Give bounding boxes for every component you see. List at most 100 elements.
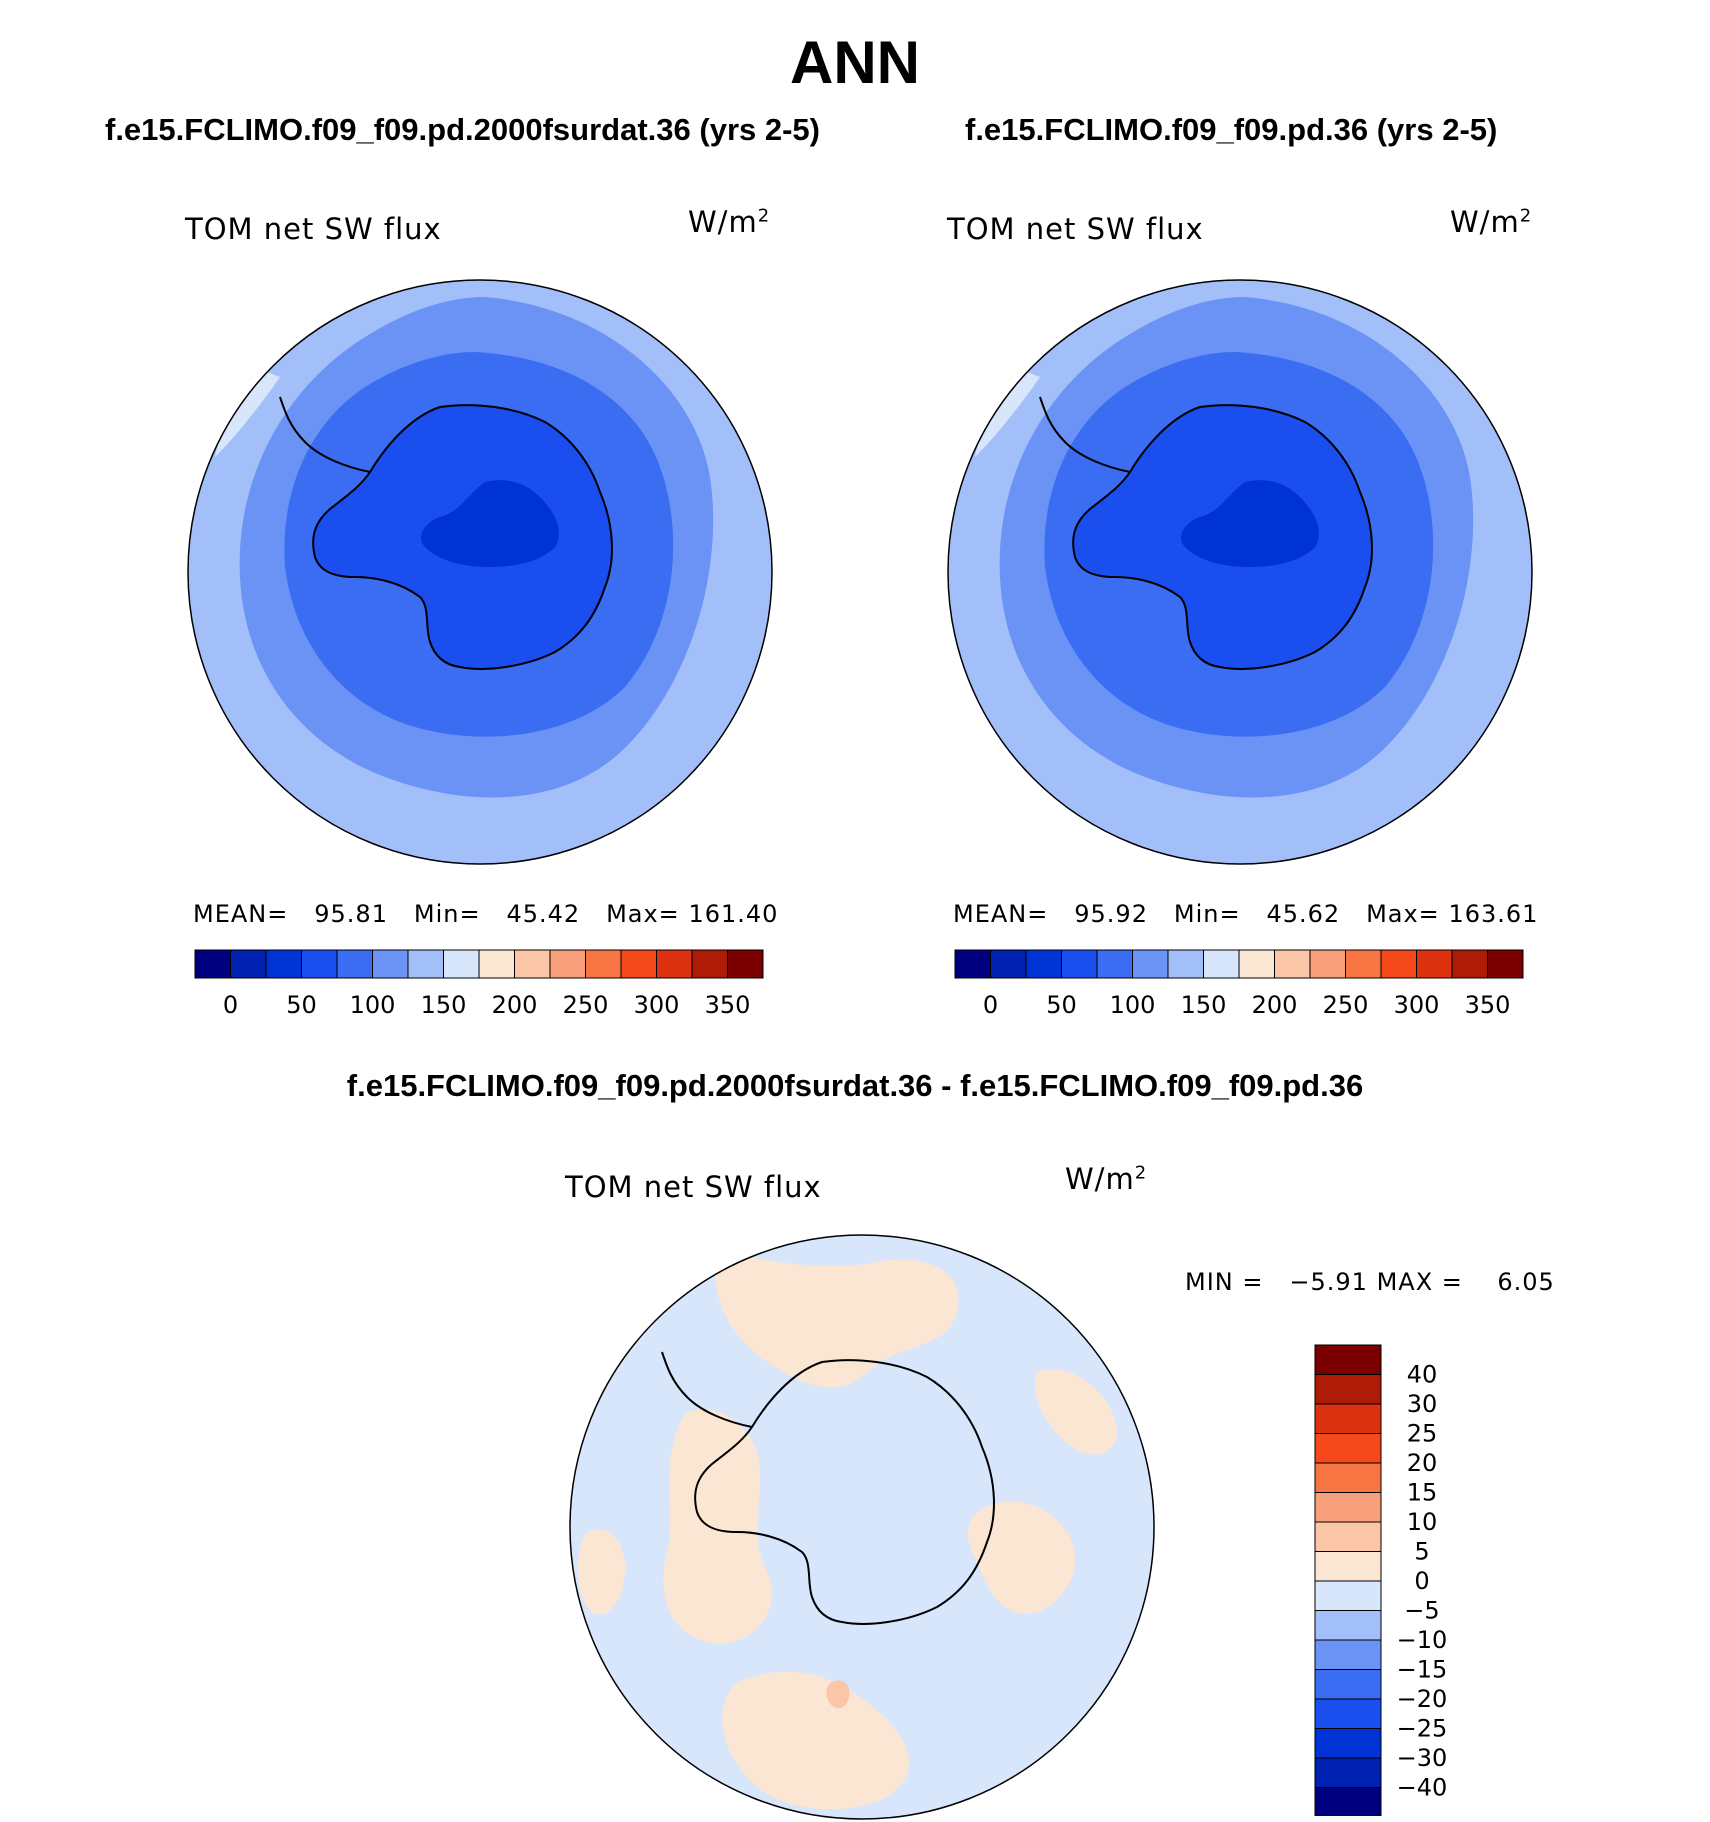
colorbar-cell: [1096, 949, 1133, 979]
colorbar-cell: [1314, 1492, 1382, 1523]
diff-variable-label: TOM net SW flux: [565, 1170, 822, 1204]
colorbar-label: 20: [1407, 1449, 1438, 1477]
left-colorbar-cells: [194, 949, 764, 979]
colorbar-cell: [1314, 1551, 1382, 1582]
colorbar-cell: [372, 949, 409, 979]
colorbar-cell: [1314, 1698, 1382, 1729]
diff-pos-patch-e: [967, 1501, 1076, 1614]
colorbar-cell: [1314, 1433, 1382, 1464]
left-variable-label: TOM net SW flux: [185, 212, 442, 246]
right-coastline: [1072, 404, 1373, 670]
colorbar-cell: [194, 949, 231, 979]
colorbar-label: 250: [1323, 991, 1369, 1015]
colorbar-cell: [1314, 1521, 1382, 1552]
colorbar-cell: [1416, 949, 1453, 979]
diff-pos-patch-s: [722, 1671, 909, 1810]
colorbar-cell: [1132, 949, 1169, 979]
colorbar-cell: [1309, 949, 1346, 979]
right-core-region: [1180, 480, 1320, 567]
diff-colorbar-cells: [1314, 1344, 1382, 1816]
colorbar-cell: [301, 949, 338, 979]
page-title: ANN: [790, 29, 920, 96]
left-case-title: f.e15.FCLIMO.f09_f09.pd.2000fsurdat.36 (…: [105, 112, 820, 147]
left-colorbar-labels: 0 50 100 150 200 250 300 350: [223, 991, 751, 1015]
colorbar-label: 250: [563, 991, 609, 1015]
colorbar-cell: [620, 949, 657, 979]
colorbar-cell: [1203, 949, 1240, 979]
colorbar-cell: [1314, 1462, 1382, 1493]
diff-map: [569, 1234, 1155, 1820]
colorbar-cell: [265, 949, 302, 979]
colorbar-cell: [549, 949, 586, 979]
colorbar-cell: [990, 949, 1027, 979]
right-colorbar: 0 50 100 150 200 250 300 350: [954, 949, 1524, 1015]
diff-pos-patch-n: [715, 1252, 959, 1388]
colorbar-label: −20: [1397, 1685, 1448, 1713]
diff-warm-spot: [826, 1680, 850, 1709]
diff-pos-patch-far-w: [577, 1529, 626, 1615]
left-coastline: [312, 404, 613, 670]
colorbar-cell: [1314, 1374, 1382, 1405]
colorbar-cell: [1025, 949, 1062, 979]
colorbar-cell: [585, 949, 622, 979]
colorbar-cell: [727, 949, 764, 979]
right-case-title: f.e15.FCLIMO.f09_f09.pd.36 (yrs 2-5): [965, 112, 1498, 147]
colorbar-label: 0: [223, 991, 238, 1015]
colorbar-cell: [656, 949, 693, 979]
colorbar-cell: [1238, 949, 1275, 979]
colorbar-label: −30: [1397, 1744, 1448, 1772]
left-colorbar: 0 50 100 150 200 250 300 350: [194, 949, 764, 1015]
colorbar-label: 25: [1407, 1420, 1438, 1448]
colorbar-label: 10: [1407, 1508, 1438, 1536]
right-peninsula: [1039, 396, 1131, 473]
colorbar-cell: [407, 949, 444, 979]
colorbar-label: 350: [1465, 991, 1511, 1015]
diff-pos-patch-ne: [1035, 1369, 1118, 1455]
colorbar-cell: [230, 949, 267, 979]
left-core-region: [420, 480, 560, 567]
diff-title: f.e15.FCLIMO.f09_f09.pd.2000fsurdat.36 -…: [346, 1068, 1364, 1103]
left-peninsula: [279, 396, 371, 473]
colorbar-label: 5: [1414, 1538, 1429, 1566]
colorbar-cell: [1314, 1610, 1382, 1641]
colorbar-cell: [1314, 1669, 1382, 1700]
colorbar-cell: [1314, 1757, 1382, 1788]
right-highlight-patch: [975, 367, 1040, 457]
colorbar-cell: [1380, 949, 1417, 979]
colorbar-label: −5: [1404, 1597, 1439, 1625]
right-map-border: [947, 279, 1533, 865]
colorbar-cell: [1345, 949, 1382, 979]
diff-peninsula: [661, 1351, 753, 1428]
right-variable-label: TOM net SW flux: [947, 212, 1204, 246]
diff-coastline: [694, 1359, 995, 1625]
colorbar-cell: [1314, 1787, 1382, 1816]
colorbar-label: 350: [705, 991, 751, 1015]
colorbar-cell: [1451, 949, 1488, 979]
colorbar-label: 200: [492, 991, 538, 1015]
colorbar-cell: [1274, 949, 1311, 979]
colorbar-cell: [1314, 1580, 1382, 1611]
colorbar-cell: [1487, 949, 1524, 979]
colorbar-cell: [443, 949, 480, 979]
colorbar-label: 100: [350, 991, 396, 1015]
colorbar-label: 200: [1252, 991, 1298, 1015]
right-stats: MEAN= 95.92 Min= 45.62 Max= 163.61: [953, 900, 1539, 928]
colorbar-label: 40: [1407, 1361, 1438, 1389]
colorbar-label: 15: [1407, 1479, 1438, 1507]
colorbar-cell: [1314, 1403, 1382, 1434]
colorbar-cell: [1314, 1344, 1382, 1375]
diff-stats: MIN = −5.91 MAX = 6.05: [1185, 1268, 1555, 1296]
left-highlight-patch: [215, 367, 280, 457]
colorbar-cell: [1314, 1728, 1382, 1759]
colorbar-cell: [514, 949, 551, 979]
right-units-label: W/m2: [1450, 205, 1533, 239]
colorbar-label: 150: [421, 991, 467, 1015]
right-map: [947, 279, 1533, 865]
colorbar-label: −40: [1397, 1774, 1448, 1802]
colorbar-cell: [1061, 949, 1098, 979]
colorbar-cell: [1314, 1639, 1382, 1670]
colorbar-cell: [478, 949, 515, 979]
right-colorbar-cells: [954, 949, 1524, 979]
